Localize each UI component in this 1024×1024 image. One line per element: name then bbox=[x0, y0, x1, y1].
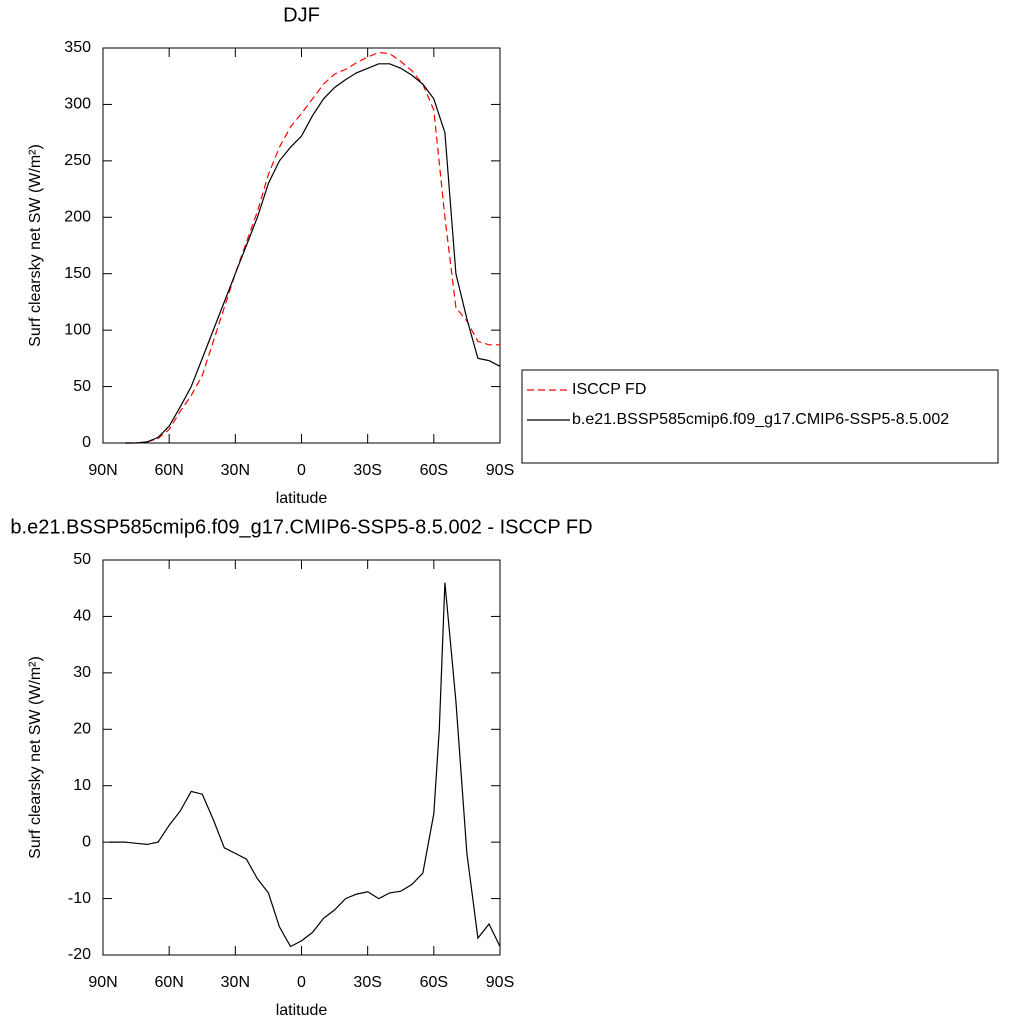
x-tick-label: 60N bbox=[154, 974, 183, 991]
x-tick-label: 30N bbox=[221, 462, 250, 479]
x-tick-label: 60S bbox=[420, 974, 448, 991]
y-tick-label: 150 bbox=[64, 265, 91, 282]
series-line bbox=[109, 582, 501, 948]
x-tick-label: 0 bbox=[297, 462, 306, 479]
x-tick-label: 30S bbox=[353, 462, 381, 479]
series-line bbox=[125, 51, 500, 444]
y-axis-label: Surf clearsky net SW (W/m²) bbox=[27, 144, 44, 347]
y-tick-label: -20 bbox=[68, 946, 91, 963]
x-tick-label: 90N bbox=[88, 974, 117, 991]
x-tick-label: 90N bbox=[88, 462, 117, 479]
y-tick-label: 300 bbox=[64, 96, 91, 113]
y-tick-label: 20 bbox=[73, 721, 91, 738]
chart-title: b.e21.BSSP585cmip6.f09_g17.CMIP6-SSP5-8.… bbox=[10, 516, 592, 538]
chart-title: DJF bbox=[283, 4, 320, 26]
y-tick-label: 50 bbox=[73, 551, 91, 568]
legend-label: ISCCP FD bbox=[572, 381, 646, 398]
y-axis-label: Surf clearsky net SW (W/m²) bbox=[27, 656, 44, 859]
y-tick-label: 200 bbox=[64, 209, 91, 226]
y-tick-label: 250 bbox=[64, 152, 91, 169]
y-tick-label: 100 bbox=[64, 321, 91, 338]
x-tick-label: 30S bbox=[353, 974, 381, 991]
y-tick-label: 0 bbox=[82, 833, 91, 850]
y-tick-label: 30 bbox=[73, 664, 91, 681]
x-tick-label: 60N bbox=[154, 462, 183, 479]
x-tick-label: 90S bbox=[486, 462, 514, 479]
y-tick-label: 40 bbox=[73, 608, 91, 625]
y-tick-label: 0 bbox=[82, 434, 91, 451]
y-tick-label: 10 bbox=[73, 777, 91, 794]
x-tick-label: 60S bbox=[420, 462, 448, 479]
plot-frame bbox=[102, 47, 501, 444]
y-tick-label: -10 bbox=[68, 890, 91, 907]
legend-label: b.e21.BSSP585cmip6.f09_g17.CMIP6-SSP5-8.… bbox=[572, 411, 949, 428]
x-axis-label: latitude bbox=[276, 1002, 328, 1019]
x-tick-label: 0 bbox=[297, 974, 306, 991]
legend-box bbox=[521, 369, 999, 464]
x-tick-label: 90S bbox=[486, 974, 514, 991]
plot-frame bbox=[102, 559, 501, 956]
y-tick-label: 50 bbox=[73, 378, 91, 395]
x-axis-label: latitude bbox=[276, 490, 328, 507]
y-tick-label: 350 bbox=[64, 39, 91, 56]
x-tick-label: 30N bbox=[221, 974, 250, 991]
series-line bbox=[125, 63, 501, 444]
